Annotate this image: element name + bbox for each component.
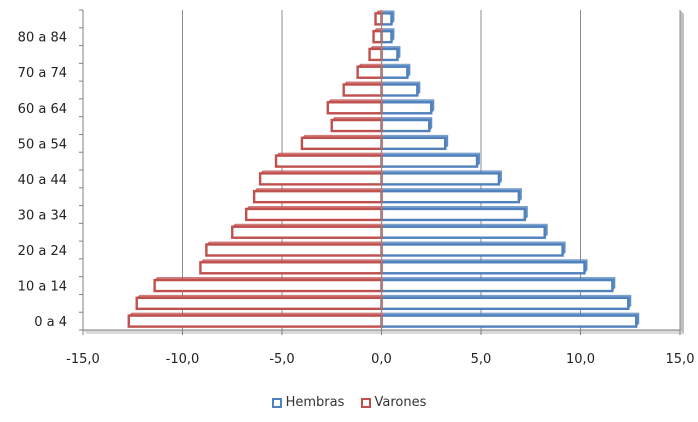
x-tick-label: -15,0 <box>66 352 100 367</box>
bar-hembras <box>380 152 481 168</box>
bar-hembras <box>380 241 566 257</box>
bar-varones <box>231 223 385 239</box>
legend-label-varones: Varones <box>374 395 427 410</box>
bar-hembras <box>380 223 548 239</box>
bar-varones <box>330 117 385 133</box>
bar-hembras <box>380 277 616 293</box>
bar-hembras <box>380 117 433 133</box>
bar-varones <box>205 241 385 257</box>
y-tick-label: 20 a 24 <box>18 244 67 259</box>
bar-hembras <box>380 188 522 204</box>
bar-hembras <box>380 294 632 311</box>
y-tick-label: 50 a 54 <box>18 137 67 152</box>
legend-swatch-varones <box>360 397 371 408</box>
bar-varones <box>356 63 385 79</box>
bar-varones <box>135 294 385 311</box>
bar-hembras <box>380 28 395 44</box>
legend: Hembras Varones <box>0 395 698 412</box>
legend-item-varones: Varones <box>360 395 427 410</box>
bar-hembras <box>380 45 401 62</box>
bar-hembras <box>380 81 421 97</box>
bar-varones <box>326 99 385 115</box>
x-axis-labels: -15,0 -10,0 -5,0 0,0 5,0 10,0 15,0 <box>66 352 694 367</box>
x-tick-label: 10,0 <box>566 352 595 367</box>
plot-side-wall <box>680 10 684 334</box>
x-tick-label: 0,0 <box>371 352 392 367</box>
bars <box>127 10 640 328</box>
y-tick-label: 40 a 44 <box>18 173 67 188</box>
y-tick-label: 70 a 74 <box>18 66 67 81</box>
legend-item-hembras: Hembras <box>271 395 345 410</box>
x-tick-label: -5,0 <box>269 352 294 367</box>
y-tick-label: 10 a 14 <box>18 280 67 295</box>
legend-swatch-hembras <box>271 397 282 408</box>
bar-hembras <box>380 170 502 186</box>
legend-label-hembras: Hembras <box>285 395 345 410</box>
y-tick-label: 80 a 84 <box>18 31 67 46</box>
bar-varones <box>252 188 385 204</box>
bar-varones <box>300 134 385 151</box>
y-tick-label: 0 a 4 <box>34 315 67 330</box>
bar-hembras <box>380 259 588 275</box>
bar-varones <box>199 259 385 275</box>
bar-hembras <box>380 312 640 328</box>
y-tick-label: 30 a 34 <box>18 208 67 223</box>
axes <box>79 9 681 335</box>
y-tick-label: 60 a 64 <box>18 102 67 117</box>
bar-hembras <box>380 134 449 151</box>
bar-hembras <box>380 205 528 222</box>
bar-varones <box>374 10 385 26</box>
bar-varones <box>368 45 385 62</box>
bar-varones <box>274 152 385 168</box>
x-tick-label: 15,0 <box>666 352 695 367</box>
x-tick-label: -10,0 <box>166 352 200 367</box>
x-tick-label: 5,0 <box>471 352 492 367</box>
bar-hembras <box>380 63 411 79</box>
bar-hembras <box>380 99 435 115</box>
bar-varones <box>153 277 385 293</box>
y-axis-labels: 0 a 4 10 a 14 20 a 24 30 a 34 40 a 44 50 a 54… <box>18 31 67 330</box>
plot-floor <box>83 330 684 334</box>
bar-varones <box>342 81 385 97</box>
bar-varones <box>244 205 385 222</box>
bar-hembras <box>380 10 395 26</box>
bar-varones <box>127 312 385 328</box>
bar-varones <box>258 170 385 186</box>
